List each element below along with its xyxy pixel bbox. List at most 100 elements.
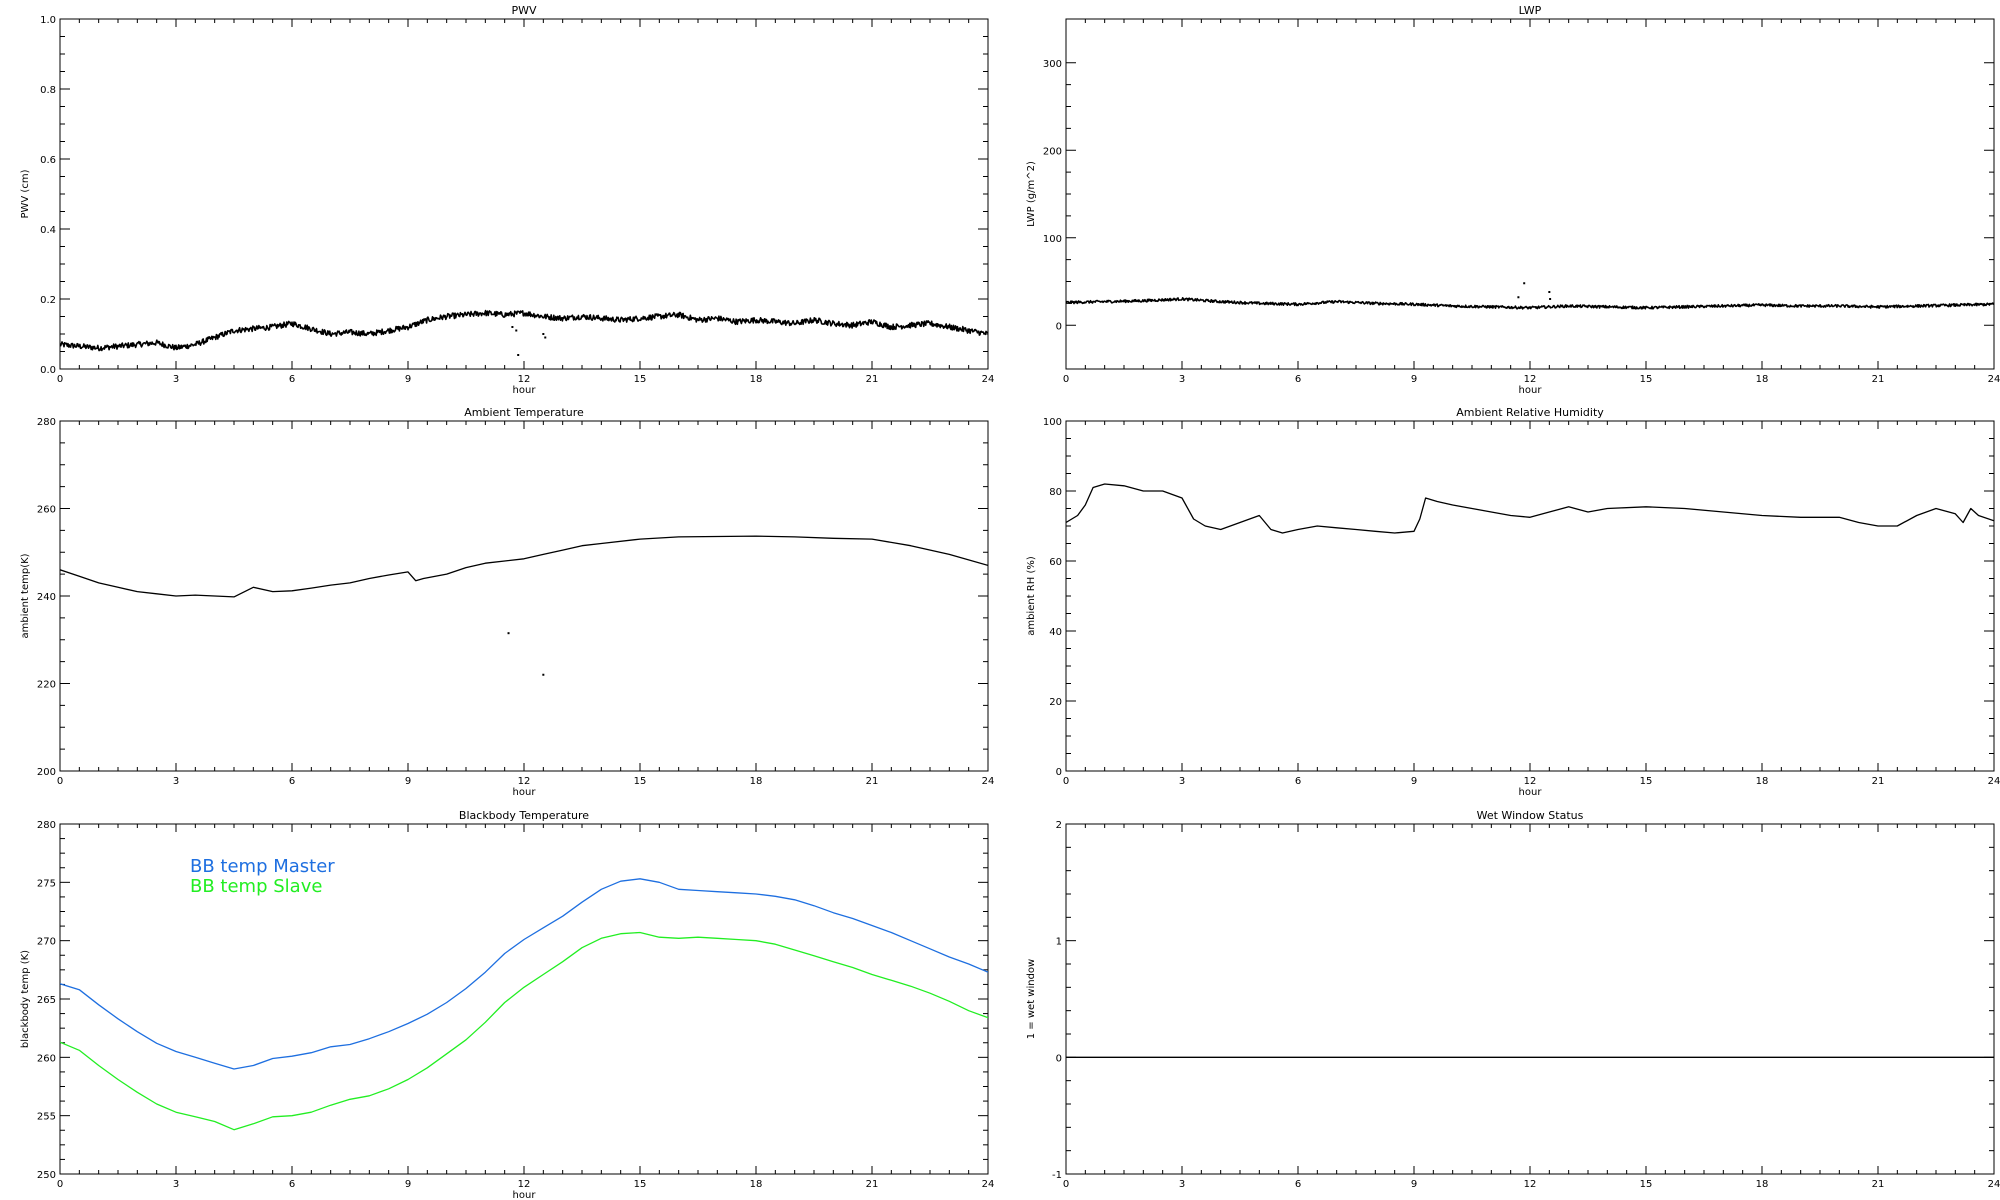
x-tick-label: 15 — [1640, 776, 1653, 787]
x-tick-label: 6 — [1295, 776, 1301, 787]
x-tick-label: 15 — [634, 1179, 647, 1190]
chart-ambient-rh: Ambient Relative Humidity 0 3 6 9 12 15 18 21 24 h… — [1026, 406, 2000, 798]
x-tick-label: 21 — [866, 374, 879, 385]
y-tick-label: 255 — [37, 1112, 56, 1123]
chart-pwv: PWV 0 3 6 9 12 15 18 21 24 hour 0.0 0.2 0.4 0.6 0.8 1.0 P… — [20, 4, 994, 396]
data-point — [1549, 298, 1552, 300]
y-tick-label: 0 — [1056, 767, 1062, 778]
x-tick-label: 21 — [866, 1179, 879, 1190]
series-line — [1066, 296, 1994, 310]
y-tick-label: 280 — [37, 417, 56, 428]
x-tick-label: 0 — [57, 776, 63, 787]
chart-lwp: LWP 0 3 6 9 12 15 18 21 24 hour 0 100 200 300 LWP (g/m^… — [1026, 4, 2000, 396]
chart-title: Blackbody Temperature — [459, 809, 589, 822]
x-tick-label: 18 — [750, 776, 763, 787]
x-tick-label: 24 — [982, 776, 995, 787]
x-tick-label: 6 — [1295, 374, 1301, 385]
x-tick-label: 0 — [57, 1179, 63, 1190]
x-tick-label: 6 — [289, 1179, 295, 1190]
x-axis-label: hour — [1519, 787, 1543, 798]
y-tick-label: 260 — [37, 1053, 56, 1064]
x-tick-label: 18 — [1756, 374, 1769, 385]
x-tick-label: 21 — [1872, 776, 1885, 787]
x-tick-label: 18 — [750, 374, 763, 385]
data-point — [542, 673, 545, 676]
series-line — [60, 535, 988, 598]
x-tick-label: 0 — [1063, 1179, 1069, 1190]
x-tick-label: 24 — [982, 374, 995, 385]
y-tick-label: 60 — [1049, 557, 1062, 568]
legend-entry: BB temp Slave — [190, 876, 322, 897]
x-axis-label: hour — [1519, 385, 1543, 396]
y-tick-label: 250 — [37, 1170, 56, 1181]
data-point — [507, 632, 510, 635]
series-line — [1066, 483, 1994, 534]
x-tick-label: 3 — [173, 1179, 179, 1190]
x-tick-label: 0 — [57, 374, 63, 385]
y-tick-label: 0.2 — [40, 295, 56, 306]
plot-area — [1066, 282, 1994, 310]
series-line — [60, 309, 988, 352]
series-line-bb-temp-slave — [60, 931, 988, 1131]
y-tick-label: 240 — [37, 592, 56, 603]
y-tick-label: 100 — [1043, 234, 1062, 245]
data-point — [511, 326, 514, 328]
x-axis-label: hour — [513, 385, 537, 396]
y-tick-label: 265 — [37, 995, 56, 1006]
x-tick-label: 15 — [1640, 1179, 1653, 1190]
data-point — [1523, 282, 1526, 285]
y-tick-label: 0.4 — [40, 225, 56, 236]
x-tick-label: 9 — [405, 776, 411, 787]
x-tick-label: 15 — [634, 776, 647, 787]
y-tick-label: 80 — [1049, 487, 1062, 498]
y-axis-label: LWP (g/m^2) — [1026, 161, 1037, 227]
data-point — [544, 336, 547, 339]
x-tick-label: 24 — [1988, 1179, 2000, 1190]
x-tick-label: 12 — [1524, 374, 1537, 385]
x-axis-label: hour — [513, 787, 537, 798]
series-line-bb-temp-master — [60, 878, 988, 1070]
x-tick-label: 24 — [1988, 776, 2000, 787]
x-tick-label: 12 — [518, 1179, 531, 1190]
chart-title: PWV — [511, 4, 537, 17]
x-tick-label: 15 — [634, 374, 647, 385]
y-tick-label: 200 — [37, 767, 56, 778]
chart-title: Ambient Temperature — [464, 406, 584, 419]
x-tick-label: 3 — [1179, 374, 1185, 385]
x-tick-label: 12 — [518, 374, 531, 385]
y-tick-label: 100 — [1043, 417, 1062, 428]
y-axis-label: 1 = wet window — [1026, 959, 1037, 1039]
x-axis-label: hour — [513, 1190, 537, 1200]
plot-area — [60, 535, 988, 676]
chart-title: Wet Window Status — [1477, 809, 1584, 822]
y-tick-label: 260 — [37, 505, 56, 516]
x-tick-label: 12 — [1524, 1179, 1537, 1190]
x-tick-label: 9 — [405, 374, 411, 385]
x-tick-label: 9 — [405, 1179, 411, 1190]
x-tick-label: 3 — [173, 374, 179, 385]
x-tick-label: 0 — [1063, 374, 1069, 385]
x-tick-label: 3 — [173, 776, 179, 787]
y-tick-label: 220 — [37, 680, 56, 691]
x-tick-label: 6 — [289, 374, 295, 385]
y-tick-label: 40 — [1049, 627, 1062, 638]
data-point — [1548, 291, 1551, 293]
x-tick-label: 18 — [1756, 776, 1769, 787]
x-tick-label: 3 — [1179, 1179, 1185, 1190]
chart-ambient-temp: Ambient Temperature 0 3 6 9 12 15 18 21 24 hour 200… — [20, 406, 994, 798]
y-tick-label: 200 — [1043, 146, 1062, 157]
y-tick-label: 0.8 — [40, 85, 56, 96]
y-tick-label: 2 — [1056, 820, 1062, 831]
data-point — [515, 329, 518, 332]
x-tick-label: 12 — [1524, 776, 1537, 787]
x-tick-label: 15 — [1640, 374, 1653, 385]
plot-area — [1066, 483, 1994, 534]
y-tick-label: 0.0 — [40, 365, 56, 376]
x-tick-label: 12 — [518, 776, 531, 787]
y-tick-label: 0 — [1056, 1053, 1062, 1064]
data-point — [542, 333, 545, 335]
chart-title: LWP — [1519, 4, 1542, 17]
x-tick-label: 21 — [866, 776, 879, 787]
